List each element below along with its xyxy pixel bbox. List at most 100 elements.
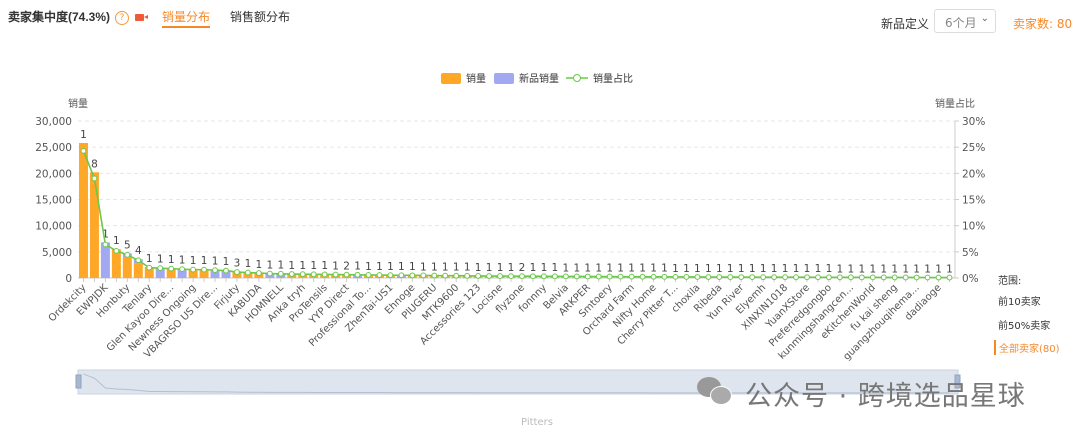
- ratio-point: [617, 273, 624, 280]
- data-label: 2: [343, 260, 350, 272]
- tab-sales-volume[interactable]: 销量分布: [162, 10, 211, 28]
- ratio-point: [486, 273, 492, 279]
- y2-tick-label: 30%: [962, 116, 985, 128]
- legend-label-sales: 销量: [466, 72, 486, 85]
- y2-tick-label: 10%: [962, 221, 985, 233]
- ratio-point: [946, 274, 953, 281]
- ratio-point: [80, 147, 87, 154]
- data-label: 1: [738, 263, 745, 275]
- ratio-point: [880, 274, 887, 281]
- help-icon[interactable]: ?: [115, 11, 130, 25]
- range-top50pct[interactable]: 前50%卖家: [998, 321, 1051, 332]
- ratio-point: [771, 274, 778, 281]
- chevron-down-icon: ⌄: [980, 13, 989, 24]
- data-label: 1: [661, 263, 668, 275]
- data-label: 8: [91, 158, 98, 170]
- data-label: 1: [902, 263, 909, 275]
- data-label: 1: [168, 254, 175, 266]
- ratio-point: [584, 273, 591, 280]
- y-tick-label: 10,000: [35, 221, 72, 233]
- data-label: 1: [541, 262, 548, 274]
- data-label: 1: [639, 263, 646, 275]
- ratio-point: [245, 269, 251, 276]
- slider-handle-right[interactable]: [954, 374, 961, 389]
- header-bar: 卖家集中度(74.3%) ? 销量分布 销售额分布: [8, 10, 290, 28]
- data-label: 1: [420, 261, 427, 273]
- ratio-point: [124, 251, 131, 258]
- data-label: 1: [409, 261, 416, 273]
- ratio-point: [551, 273, 558, 280]
- data-label: 1: [157, 254, 164, 266]
- data-label: 1: [837, 263, 844, 275]
- y-tick-label: 20,000: [35, 168, 72, 180]
- data-label: 1: [332, 260, 339, 272]
- bar-sales: [111, 249, 121, 278]
- data-label: 1: [628, 263, 635, 275]
- ratio-point: [168, 265, 175, 272]
- data-label: 1: [815, 263, 822, 275]
- data-label: 1: [179, 255, 186, 267]
- data-label: 1: [113, 235, 120, 247]
- y-axis-title: 销量: [68, 97, 88, 110]
- bar-sales: [122, 257, 132, 278]
- ratio-point: [299, 271, 306, 278]
- data-label: 1: [376, 261, 383, 273]
- data-label: 1: [727, 263, 734, 275]
- ratio-point: [508, 273, 514, 280]
- data-label: 1: [935, 264, 942, 276]
- y-tick-label: 30,000: [35, 116, 72, 128]
- data-label: 2: [519, 262, 526, 274]
- data-label: 1: [201, 255, 208, 267]
- y2-tick-label: 0%: [962, 273, 979, 285]
- bar-new-sales: [155, 267, 165, 278]
- ratio-point: [255, 270, 262, 276]
- data-label: 1: [256, 259, 263, 271]
- range-top10[interactable]: 前10卖家: [998, 297, 1041, 308]
- ratio-point: [694, 274, 701, 280]
- data-label: 1: [562, 262, 569, 274]
- video-icon[interactable]: [135, 14, 145, 21]
- data-label: 1: [442, 261, 449, 273]
- ratio-point: [409, 272, 416, 279]
- data-label: 3: [234, 258, 241, 270]
- data-label: 1: [804, 263, 811, 275]
- ratio-point: [869, 274, 876, 281]
- ratio-point: [760, 274, 767, 281]
- data-label: 1: [552, 262, 559, 274]
- data-label: 1: [891, 263, 898, 275]
- bar-sales: [144, 267, 154, 278]
- data-label: 1: [946, 264, 953, 276]
- ratio-point: [749, 274, 756, 281]
- ratio-point: [902, 274, 909, 281]
- legend-swatch-ratio-marker: [573, 74, 581, 82]
- data-label: 5: [124, 239, 131, 251]
- tab-sales-revenue[interactable]: 销售额分布: [230, 10, 291, 24]
- data-label: 1: [793, 263, 800, 275]
- ratio-point: [442, 272, 449, 279]
- range-all[interactable]: 全部卖家(80): [994, 340, 1060, 355]
- data-label: 1: [431, 261, 438, 273]
- ratio-point: [321, 271, 328, 278]
- bar-sales: [166, 268, 176, 278]
- ratio-point: [277, 270, 284, 277]
- ratio-point: [223, 267, 229, 274]
- data-label: 1: [387, 261, 394, 273]
- ratio-point: [705, 274, 712, 280]
- bar-sales: [188, 269, 198, 278]
- data-label: 1: [354, 261, 361, 273]
- bar-sales: [79, 142, 88, 278]
- data-label: 1: [299, 260, 306, 272]
- legend-swatch-new-sales: [494, 73, 514, 84]
- slider-handle-left[interactable]: [75, 374, 82, 389]
- seller-count: 卖家数: 80: [1013, 17, 1073, 31]
- new-product-definition-select[interactable]: 6个月 ⌄: [934, 9, 996, 33]
- ratio-point: [288, 271, 295, 277]
- data-label: 1: [617, 263, 624, 275]
- ratio-point: [453, 272, 460, 279]
- data-label: 1: [530, 262, 537, 274]
- y2-axis-title: 销量占比: [935, 97, 975, 110]
- ratio-point: [91, 175, 98, 182]
- data-label: 1: [760, 263, 767, 275]
